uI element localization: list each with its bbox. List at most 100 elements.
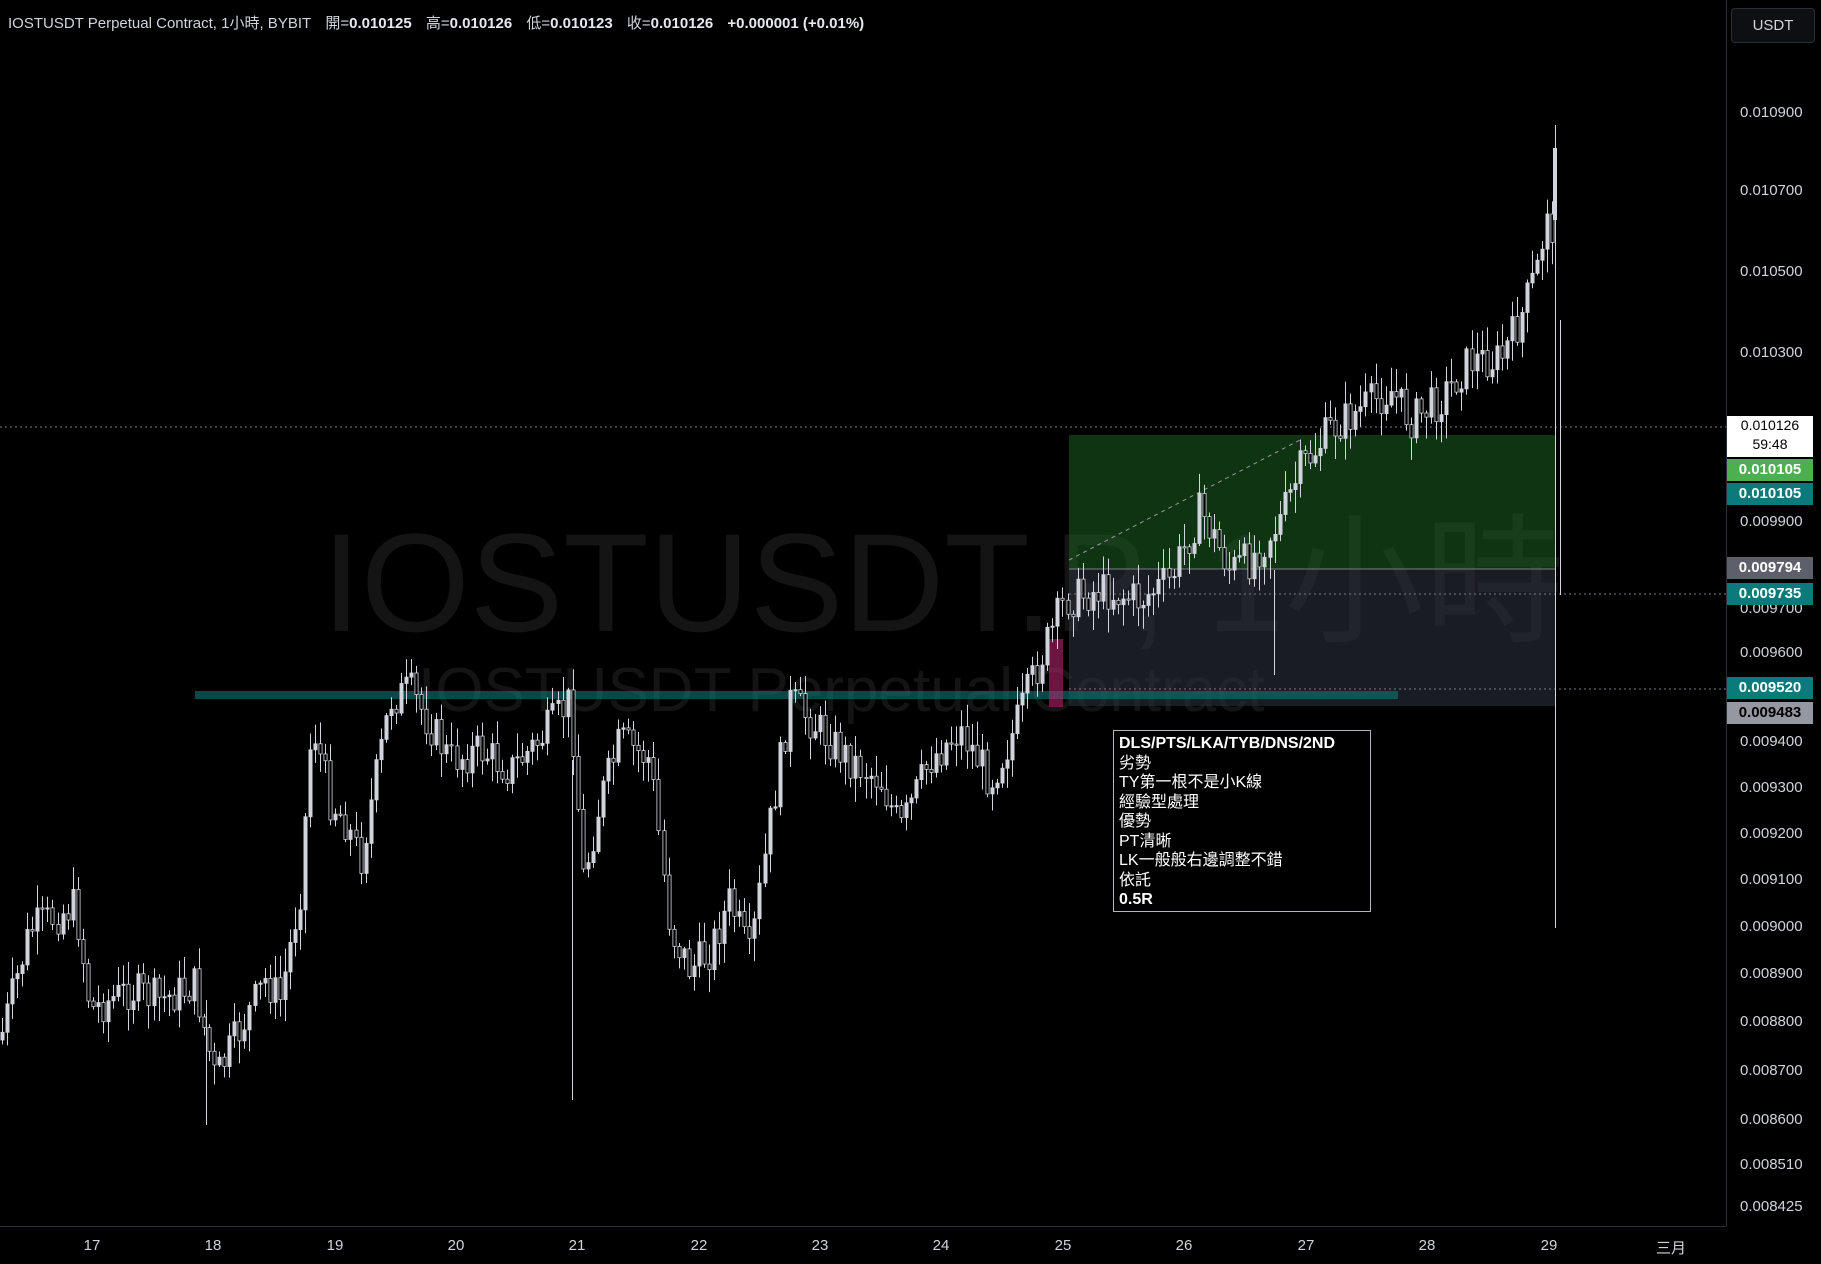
- note-line: 經驗型處理: [1119, 793, 1200, 811]
- candle-body: [1535, 259, 1540, 274]
- chart-area[interactable]: IOSTUSDT.P, 1小時 IOSTUSDT Perpetual Contr…: [0, 0, 1726, 1226]
- candle-body: [343, 814, 348, 840]
- candle-body: [1101, 574, 1106, 602]
- candle-body: [843, 744, 848, 763]
- candle-body: [1040, 664, 1045, 684]
- close-value: 0.010126: [650, 15, 714, 32]
- candle-body: [121, 983, 126, 986]
- change-value: +0.000001 (+0.01%): [727, 15, 865, 32]
- candle-body: [187, 995, 192, 1002]
- candle-body: [1278, 514, 1283, 535]
- candle-body: [1414, 398, 1419, 439]
- last-price-value: 0.010126: [1740, 417, 1800, 433]
- candle-body: [838, 731, 843, 763]
- candle-body: [409, 672, 414, 678]
- candle-body: [732, 888, 737, 917]
- candle-body: [596, 816, 601, 853]
- candle-body: [66, 913, 71, 921]
- time-tick: 18: [204, 1237, 222, 1254]
- currency-selector-button[interactable]: USDT: [1731, 8, 1815, 43]
- candle-body: [263, 977, 268, 984]
- candle-body: [480, 735, 485, 762]
- candle-body: [864, 777, 869, 780]
- candle-body: [313, 743, 318, 751]
- candle-body: [1273, 533, 1278, 542]
- candle-body: [20, 964, 25, 974]
- candle-body: [520, 756, 525, 763]
- target-price-label-2: 0.010105: [1727, 483, 1813, 505]
- candle-body: [1540, 248, 1545, 261]
- candle-body: [566, 689, 571, 718]
- candle-body: [783, 742, 788, 752]
- time-tick: 19: [326, 1237, 344, 1254]
- price-tick: 0.009600: [1740, 644, 1803, 661]
- price-tick: 0.009300: [1740, 779, 1803, 796]
- candle-body: [798, 689, 803, 695]
- candle-body: [1010, 733, 1015, 761]
- candle-body: [1449, 381, 1454, 384]
- candle-body: [995, 782, 1000, 789]
- candle-body: [646, 757, 651, 763]
- candle-body: [828, 745, 833, 760]
- candle-body: [1020, 692, 1025, 706]
- candle-body: [1328, 417, 1333, 421]
- candle-body: [1197, 492, 1202, 544]
- candle-body: [505, 778, 510, 784]
- candle-body: [1515, 316, 1520, 343]
- target-price-label: 0.010105: [1727, 459, 1813, 481]
- candle-body: [874, 775, 879, 788]
- candle-body: [909, 797, 914, 804]
- candle-body: [1126, 598, 1131, 601]
- open-value: 0.010125: [349, 15, 412, 32]
- candle-body: [545, 709, 550, 744]
- candle-body: [419, 694, 424, 710]
- candle-body: [692, 965, 697, 977]
- trade-note[interactable]: DLS/PTS/LKA/TYB/DNS/2ND 劣勢 TY第一根不是小K線 經驗型處理…: [1113, 730, 1371, 912]
- candle-body: [475, 735, 480, 747]
- candle-body: [470, 745, 475, 774]
- candle-body: [111, 996, 116, 1002]
- candle-body: [611, 757, 616, 763]
- candle-body: [212, 1050, 217, 1066]
- candle-body: [848, 744, 853, 779]
- candle-body: [1071, 613, 1076, 618]
- time-tick: 20: [447, 1237, 465, 1254]
- candle-body: [192, 968, 197, 1002]
- candle-body: [162, 996, 167, 999]
- candle-body: [394, 708, 399, 714]
- candle-body: [1500, 345, 1505, 359]
- price-axis[interactable]: 0.010900 0.010700 0.010500 0.010300 0.009900…: [1726, 0, 1821, 1226]
- candle-body: [1111, 599, 1116, 610]
- candle-body: [904, 802, 909, 819]
- candle-body: [106, 1000, 111, 1023]
- price-tick: 0.010300: [1740, 344, 1803, 361]
- candle-body: [1242, 543, 1247, 557]
- candle-body: [1131, 583, 1136, 601]
- candle-body: [1444, 381, 1449, 416]
- candle-body: [581, 809, 586, 870]
- time-tick: 27: [1297, 1237, 1315, 1254]
- candle-body: [1045, 626, 1050, 666]
- time-axis[interactable]: 17 18 19 20 21 22 23 24 25 26 27 28 29 三月: [0, 1226, 1726, 1264]
- price-tick: 0.010500: [1740, 263, 1803, 280]
- candle-body: [414, 672, 419, 695]
- candle-body: [379, 738, 384, 761]
- candle-body: [853, 755, 858, 779]
- candle-body: [1358, 406, 1363, 412]
- candle-body: [61, 913, 66, 935]
- candle-body: [283, 971, 288, 1001]
- candle-body: [222, 1056, 227, 1067]
- candle-body: [253, 983, 258, 1006]
- candle-body: [1313, 455, 1318, 464]
- candlestick-chart[interactable]: [0, 0, 1726, 1226]
- candle-body: [823, 714, 828, 746]
- candle-body: [717, 928, 722, 944]
- note-line: TY第一根不是小K線: [1119, 774, 1263, 791]
- candle-body: [258, 982, 263, 985]
- candle-body: [1399, 388, 1404, 398]
- candle-body: [550, 703, 555, 711]
- candle-body: [929, 768, 934, 773]
- candle-body: [641, 750, 646, 763]
- candle-body: [1141, 605, 1146, 609]
- candle-body: [146, 982, 151, 1007]
